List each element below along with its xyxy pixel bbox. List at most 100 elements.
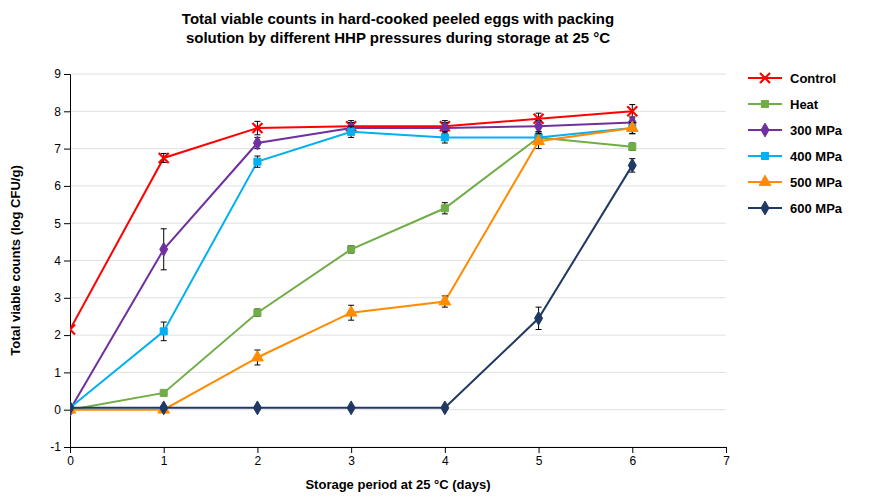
series-line [70, 137, 632, 409]
y-tick-mark [64, 410, 70, 411]
series-line [70, 111, 632, 329]
x-tick-mark [726, 447, 727, 453]
point [628, 158, 636, 172]
point [252, 123, 262, 133]
legend-item: Heat [748, 97, 819, 112]
x-tick-mark [632, 447, 633, 453]
legend-marker [761, 201, 769, 215]
title-line: solution by different HHP pressures duri… [186, 29, 610, 46]
y-tick: 9 [54, 67, 70, 81]
x-axis: 0 1 2 3 4 5 6 7 [67, 447, 730, 468]
legend-marker [761, 152, 768, 159]
legend-marker [761, 123, 769, 137]
marks [70, 105, 638, 417]
series-line [70, 128, 632, 410]
grid-line [70, 335, 726, 336]
title: Total viable counts in hard-cooked peele… [182, 10, 614, 46]
point [253, 136, 261, 150]
x-tick-label: 2 [255, 454, 262, 468]
point [439, 295, 451, 305]
y-tick-label: 6 [54, 179, 61, 193]
point [441, 205, 448, 212]
y-tick-label: 2 [54, 328, 61, 342]
y-tick-mark [64, 372, 70, 373]
x-tick-mark [257, 447, 258, 453]
error-bar [161, 229, 167, 270]
series [70, 116, 636, 417]
x-tick-label: 5 [536, 454, 543, 468]
legend-label: Heat [790, 97, 819, 112]
error-bar [254, 309, 260, 316]
error-bar [254, 156, 260, 167]
x-tick: 3 [348, 447, 355, 468]
legend-label: 300 MPa [790, 123, 843, 138]
y-tick-label: 9 [54, 67, 61, 81]
error-bar [629, 159, 635, 172]
legend-marker [761, 100, 768, 107]
x-tick-mark [539, 447, 540, 453]
chart: 0 1 2 3 4 5 6 7 -1 0 1 2 3 4 5 6 7 8 9 Total viable counts … [0, 0, 886, 501]
point [159, 153, 169, 163]
y-tick-mark [64, 447, 70, 448]
grid-line [70, 223, 726, 224]
x-tick-label: 6 [629, 454, 636, 468]
x-tick-mark [164, 447, 165, 453]
legend-marker [759, 175, 771, 185]
point [160, 242, 168, 256]
plot-area: 0 1 2 3 4 5 6 7 -1 0 1 2 3 4 5 6 7 8 9 [50, 67, 730, 467]
series [70, 134, 636, 414]
y-tick-label: 8 [54, 105, 61, 119]
x-tick-label: 4 [442, 454, 449, 468]
y-axis-line [64, 75, 71, 448]
point [70, 325, 75, 335]
legend-item: 400 MPa [748, 149, 843, 164]
x-tick-label: 0 [67, 454, 74, 468]
series-line [70, 122, 632, 409]
grid-line [70, 260, 726, 261]
point [348, 128, 355, 135]
y-tick-label: -1 [50, 440, 61, 454]
point [253, 401, 261, 415]
y-tick-mark [64, 223, 70, 224]
x-tick: 5 [536, 447, 543, 468]
y-tick-mark [64, 186, 70, 187]
y-tick-label: 1 [54, 366, 61, 380]
x-tick: 7 [723, 447, 730, 468]
point [535, 311, 543, 325]
x-axis-title: Storage period at 25 °C (days) [305, 477, 490, 492]
error-bar [629, 143, 635, 150]
point [535, 119, 543, 133]
y-axis-title: Total viable counts (log CFU/g) [8, 165, 23, 355]
error-bar [161, 322, 167, 341]
point [252, 351, 264, 361]
y-tick-mark [64, 111, 70, 112]
point [441, 401, 449, 415]
y-axis: -10123456789 [50, 67, 70, 454]
legend-label: Control [790, 71, 836, 86]
legend: ControlHeat300 MPa400 MPa500 MPa600 MPa [748, 71, 843, 216]
y-tick-mark [64, 149, 70, 150]
legend-item: 300 MPa [748, 123, 843, 138]
point [347, 121, 355, 135]
series [70, 158, 636, 414]
point [348, 246, 355, 253]
y-tick: 8 [54, 105, 70, 119]
x-tick-mark [351, 447, 352, 453]
y-tick: -1 [50, 440, 70, 454]
legend-item: 500 MPa [748, 175, 843, 190]
error-bar [348, 246, 354, 253]
x-axis-line [71, 448, 727, 454]
legend-marker [760, 73, 770, 83]
point [254, 158, 261, 165]
y-tick-label: 7 [54, 142, 61, 156]
y-tick-mark [64, 261, 70, 262]
x-tick: 6 [629, 447, 636, 468]
y-tick: 5 [54, 217, 70, 231]
error-bar [442, 203, 448, 214]
x-tick-label: 1 [161, 454, 168, 468]
point [70, 401, 74, 415]
grid [70, 74, 726, 447]
y-tick-label: 4 [54, 254, 61, 268]
point [626, 121, 638, 131]
x-tick: 4 [442, 447, 449, 468]
